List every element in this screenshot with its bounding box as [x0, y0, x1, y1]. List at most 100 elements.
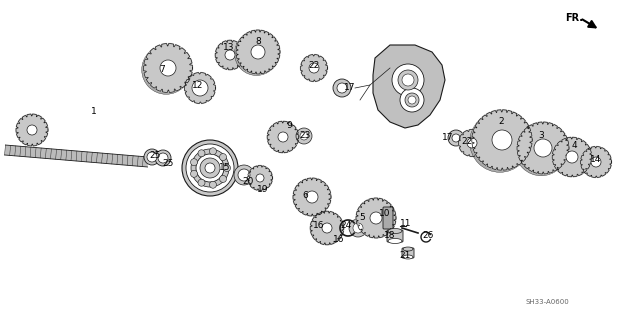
- Text: SH33-A0600: SH33-A0600: [525, 299, 569, 305]
- Circle shape: [337, 83, 347, 93]
- Circle shape: [155, 150, 171, 166]
- Text: 8: 8: [255, 36, 261, 46]
- Circle shape: [223, 165, 230, 172]
- Circle shape: [220, 175, 227, 182]
- Text: 4: 4: [571, 140, 577, 150]
- Text: 15: 15: [220, 162, 231, 172]
- Circle shape: [225, 50, 235, 60]
- Text: 14: 14: [590, 155, 602, 165]
- Text: 22: 22: [461, 137, 472, 146]
- Text: 13: 13: [223, 43, 235, 53]
- FancyBboxPatch shape: [387, 230, 403, 242]
- Text: 26: 26: [422, 231, 434, 240]
- Circle shape: [492, 130, 512, 150]
- Circle shape: [296, 128, 312, 144]
- Circle shape: [333, 79, 351, 97]
- Circle shape: [234, 165, 254, 185]
- Text: 5: 5: [359, 213, 365, 222]
- Circle shape: [238, 169, 250, 181]
- Circle shape: [144, 149, 160, 165]
- Circle shape: [322, 223, 332, 233]
- Circle shape: [448, 130, 464, 146]
- Ellipse shape: [403, 247, 413, 251]
- Circle shape: [198, 150, 205, 157]
- FancyBboxPatch shape: [383, 207, 393, 229]
- Polygon shape: [143, 43, 193, 93]
- Text: 7: 7: [159, 65, 165, 75]
- Ellipse shape: [403, 255, 413, 259]
- Polygon shape: [236, 30, 280, 74]
- Circle shape: [186, 144, 234, 192]
- Text: 17: 17: [442, 133, 454, 143]
- Text: 16: 16: [333, 234, 345, 243]
- Text: 3: 3: [538, 131, 544, 140]
- Circle shape: [408, 96, 416, 104]
- Circle shape: [209, 181, 216, 188]
- Circle shape: [400, 88, 424, 112]
- Text: 10: 10: [380, 209, 391, 218]
- Circle shape: [306, 191, 318, 203]
- Polygon shape: [472, 110, 532, 170]
- Circle shape: [191, 149, 229, 187]
- PathPatch shape: [4, 145, 148, 167]
- FancyBboxPatch shape: [402, 248, 414, 258]
- Polygon shape: [215, 40, 245, 70]
- Circle shape: [398, 70, 418, 90]
- Circle shape: [191, 159, 198, 166]
- Circle shape: [251, 45, 265, 59]
- Text: 23: 23: [300, 130, 310, 139]
- Circle shape: [192, 80, 208, 96]
- Circle shape: [353, 223, 363, 233]
- Text: 25: 25: [163, 159, 173, 167]
- Polygon shape: [458, 130, 486, 157]
- Circle shape: [370, 212, 382, 224]
- Text: 25: 25: [149, 151, 161, 160]
- Circle shape: [141, 45, 191, 94]
- Circle shape: [182, 140, 238, 196]
- Circle shape: [452, 134, 460, 142]
- Circle shape: [392, 64, 424, 96]
- Circle shape: [515, 124, 567, 176]
- Circle shape: [160, 60, 176, 76]
- Text: 16: 16: [313, 221, 324, 231]
- Polygon shape: [293, 178, 331, 216]
- Circle shape: [566, 151, 578, 163]
- Text: 12: 12: [192, 80, 204, 90]
- Circle shape: [198, 179, 205, 186]
- Polygon shape: [268, 121, 299, 153]
- Text: FR.: FR.: [565, 13, 583, 23]
- Circle shape: [470, 112, 530, 172]
- Circle shape: [300, 132, 308, 140]
- Polygon shape: [373, 45, 445, 128]
- Polygon shape: [580, 146, 611, 177]
- Text: 21: 21: [399, 251, 411, 261]
- Text: 17: 17: [344, 84, 356, 93]
- Text: 22: 22: [308, 61, 319, 70]
- Text: 19: 19: [257, 186, 269, 195]
- Polygon shape: [310, 211, 344, 245]
- Polygon shape: [301, 55, 328, 81]
- Ellipse shape: [388, 239, 402, 243]
- Circle shape: [158, 153, 168, 163]
- Circle shape: [402, 74, 414, 86]
- Circle shape: [200, 158, 220, 178]
- Text: 9: 9: [286, 122, 292, 130]
- Circle shape: [467, 138, 477, 148]
- Circle shape: [278, 132, 288, 142]
- Text: 1: 1: [91, 108, 97, 116]
- Circle shape: [405, 93, 419, 107]
- Circle shape: [591, 157, 601, 167]
- Circle shape: [209, 148, 216, 155]
- Polygon shape: [248, 166, 273, 190]
- Circle shape: [256, 174, 264, 182]
- Text: 6: 6: [302, 190, 308, 199]
- Circle shape: [534, 139, 552, 157]
- Polygon shape: [184, 72, 216, 103]
- Text: 2: 2: [498, 117, 504, 127]
- Circle shape: [234, 32, 278, 76]
- Polygon shape: [517, 122, 569, 174]
- Circle shape: [205, 163, 215, 173]
- Ellipse shape: [388, 228, 402, 234]
- Text: 11: 11: [400, 219, 412, 227]
- Text: 24: 24: [340, 221, 351, 231]
